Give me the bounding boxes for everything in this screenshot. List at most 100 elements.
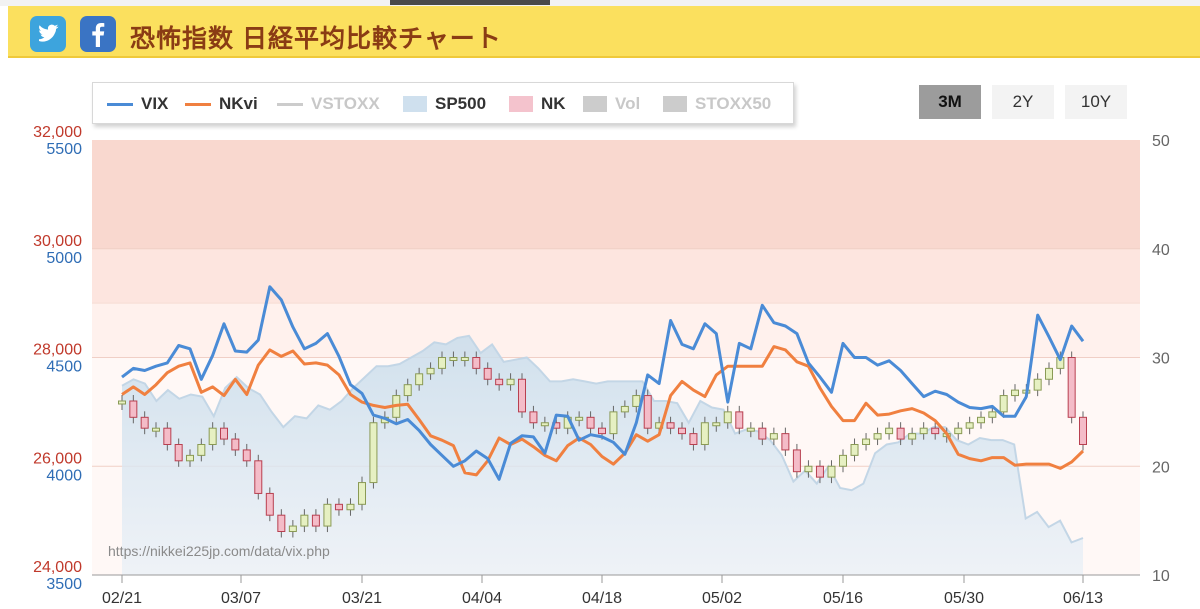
legend-swatch-nk: [509, 96, 533, 112]
risk-band-0: [92, 140, 1140, 249]
legend-label-stoxx50: STOXX50: [695, 94, 772, 113]
nk-candle: [999, 395, 1008, 413]
chart-watermark: https://nikkei225jp.com/data/vix.php: [108, 543, 330, 559]
nk-candle: [839, 454, 847, 467]
nk-candle: [965, 422, 974, 429]
nk-candle: [586, 416, 595, 429]
nk-candle: [426, 367, 435, 375]
legend-label-nkvi: NKvi: [219, 94, 258, 113]
sp500-axis-label: 4500: [46, 359, 82, 376]
vix-axis-label: 10: [1152, 568, 1170, 585]
nk-candle: [609, 411, 618, 435]
nk-candle: [678, 427, 686, 435]
legend-item-nkvi[interactable]: NKvi: [185, 93, 258, 115]
nk-candle: [723, 411, 732, 424]
nk-candle: [540, 422, 549, 427]
legend-label-vstoxx: VSTOXX: [311, 94, 380, 113]
twitter-icon[interactable]: [30, 16, 66, 52]
nk-candle: [323, 503, 332, 527]
nk-candle: [129, 400, 138, 418]
nk-candle: [758, 427, 767, 440]
sp500-axis-label: 4000: [46, 467, 82, 484]
nk-candle: [265, 492, 274, 516]
nk-candle: [254, 460, 263, 494]
nk-candle: [689, 433, 698, 445]
legend-item-vstoxx[interactable]: VSTOXX: [277, 93, 380, 115]
nk-candle: [746, 427, 755, 432]
nk-candle: [415, 373, 424, 386]
x-tick-label: 04/04: [462, 590, 502, 607]
nk-candle: [288, 525, 297, 532]
legend-item-sp500[interactable]: SP500: [403, 93, 486, 115]
nk-candle: [598, 427, 606, 435]
x-tick-label: 05/02: [702, 590, 742, 607]
nk-candle: [885, 427, 894, 435]
page-header: 恐怖指数 日経平均比較チャート: [8, 6, 1200, 58]
nk-candle: [460, 357, 469, 361]
x-tick-label: 04/18: [582, 590, 622, 607]
top-strip-tab: [390, 0, 550, 5]
legend-item-vix[interactable]: VIX: [107, 93, 168, 115]
legend-swatch-vstoxx: [277, 102, 303, 106]
nk-axis-label: 26,000: [33, 450, 82, 467]
x-tick-label: 03/07: [221, 590, 261, 607]
range-button-2y[interactable]: 2Y: [992, 85, 1054, 119]
legend-swatch-vol: [583, 96, 607, 112]
legend-item-vol[interactable]: Vol: [583, 93, 640, 115]
nk-candle: [506, 378, 515, 386]
sp500-axis-label: 5000: [46, 250, 82, 267]
nk-candle: [334, 503, 343, 511]
vix-line: [121, 285, 1085, 481]
nk-candle: [735, 411, 744, 429]
nk-candle: [931, 427, 940, 435]
x-tick-label: 03/21: [342, 590, 382, 607]
legend-item-stoxx50[interactable]: STOXX50: [663, 93, 771, 115]
legend-label-vol: Vol: [615, 94, 641, 113]
legend-swatch-sp500: [403, 96, 427, 112]
nk-axis-label: 30,000: [33, 233, 82, 250]
nk-candle: [1045, 367, 1053, 380]
nk-candle: [152, 427, 160, 432]
facebook-icon[interactable]: [80, 16, 116, 52]
nkvi-line: [121, 345, 1085, 477]
nk-candle: [449, 357, 458, 361]
nk-candle: [472, 357, 481, 369]
nk-candle: [242, 449, 251, 462]
x-tick-label: 06/13: [1063, 590, 1103, 607]
x-tick-label: 05/16: [823, 590, 863, 607]
nk-candle: [977, 416, 985, 424]
vix-axis-label: 30: [1152, 351, 1170, 368]
nk-candle: [208, 427, 217, 445]
x-tick-label: 05/30: [944, 590, 984, 607]
legend-item-nk[interactable]: NK: [509, 93, 566, 115]
range-button-3m[interactable]: 3M: [919, 85, 981, 119]
nk-candle: [1033, 378, 1042, 391]
nk-candle: [804, 465, 813, 473]
legend-swatch-vix: [107, 102, 133, 106]
nk-candle: [231, 438, 240, 451]
nk-candle: [358, 482, 366, 505]
nk-candle: [1079, 416, 1087, 445]
nk-candle: [277, 514, 286, 532]
page-title: 恐怖指数 日経平均比較チャート: [130, 25, 502, 53]
nk-candle: [850, 444, 859, 456]
nk-candle: [873, 433, 882, 440]
nk-candle: [197, 444, 206, 456]
x-tick-label: 02/21: [102, 590, 142, 607]
nk-candle: [220, 427, 228, 440]
sp500-axis-label: 5500: [46, 141, 82, 158]
nk-candle: [896, 427, 905, 440]
nk-candle: [666, 422, 675, 429]
nk-candle: [792, 449, 801, 473]
nk-candle: [140, 416, 149, 429]
nk-candle: [518, 378, 526, 413]
nk-candle: [529, 411, 538, 424]
nk-candle: [174, 444, 183, 462]
range-button-10y[interactable]: 10Y: [1065, 85, 1127, 119]
risk-band-2: [92, 303, 1140, 358]
nk-candle: [186, 454, 194, 462]
nk-axis-label: 24,000: [33, 559, 82, 576]
nk-candle: [369, 422, 378, 484]
vix-axis-label: 20: [1152, 459, 1170, 476]
nk-candle: [346, 503, 355, 511]
